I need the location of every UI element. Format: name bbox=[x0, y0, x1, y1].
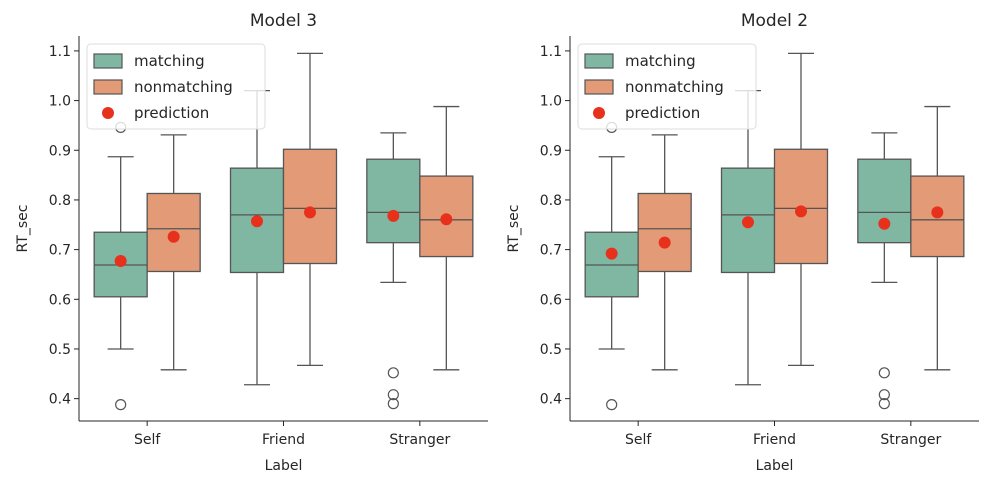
legend-frame bbox=[577, 43, 757, 130]
legend-frame bbox=[86, 43, 266, 130]
prediction-point-nonmatching-stranger bbox=[440, 213, 453, 226]
y-tick-label: 0.7 bbox=[49, 243, 71, 259]
legend-label-nonmatching: nonmatching bbox=[134, 78, 233, 96]
box-nonmatching-self bbox=[637, 134, 692, 371]
y-tick-label: 0.5 bbox=[540, 342, 562, 358]
prediction-point-matching-friend bbox=[251, 215, 263, 228]
y-tick-label: 0.8 bbox=[540, 193, 562, 209]
box-matching-stranger bbox=[366, 132, 421, 410]
prediction-point-nonmatching-stranger bbox=[931, 206, 944, 219]
prediction-point-matching-friend bbox=[742, 216, 754, 229]
box-nonmatching-stranger bbox=[419, 105, 474, 371]
prediction-point-matching-stranger bbox=[878, 217, 891, 230]
prediction-point-matching-self bbox=[605, 247, 618, 260]
y-tick-label: 0.9 bbox=[540, 143, 562, 159]
chart-panel-2: Model 2 0.4 0.5 0.6 0.7 0.8 0.9 1.0 1.1 Self Frien… bbox=[506, 11, 979, 474]
y-axis-label: RT_sec bbox=[15, 205, 31, 253]
x-tick-label: Self bbox=[625, 432, 652, 448]
y-tick-label: 0.4 bbox=[540, 392, 562, 408]
box-nonmatching-self bbox=[146, 134, 201, 371]
y-tick-label: 0.9 bbox=[49, 143, 71, 159]
legend-label-prediction: prediction bbox=[134, 104, 209, 122]
chart-title: Model 2 bbox=[741, 11, 808, 31]
y-tick-label: 1.1 bbox=[49, 44, 71, 60]
legend-marker-prediction bbox=[102, 107, 114, 119]
legend-swatch-nonmatching bbox=[93, 79, 123, 95]
prediction-point-nonmatching-self bbox=[167, 230, 180, 243]
x-axis-label: Label bbox=[265, 458, 303, 474]
y-tick-label: 0.6 bbox=[540, 292, 562, 308]
chart-panel-1: Model 3 0.4 0.5 0.6 0.7 0.8 0.9 1.0 1.1 Self Frien… bbox=[15, 11, 488, 474]
x-tick-label: Self bbox=[134, 432, 161, 448]
box-body bbox=[366, 158, 421, 244]
prediction-point-matching-self bbox=[114, 255, 127, 268]
box-body bbox=[637, 192, 692, 273]
box-matching-self bbox=[584, 121, 639, 411]
prediction-point-nonmatching-friend bbox=[304, 206, 316, 219]
legend-swatch-nonmatching bbox=[584, 79, 614, 95]
prediction-point-nonmatching-friend bbox=[795, 205, 807, 218]
y-tick-label: 1.1 bbox=[540, 44, 562, 60]
legend: matching nonmatching prediction bbox=[86, 43, 266, 130]
x-axis-label: Label bbox=[756, 458, 794, 474]
box-nonmatching-stranger bbox=[910, 105, 965, 371]
x-tick-label: Friend bbox=[262, 432, 305, 448]
box-matching-friend bbox=[229, 89, 285, 386]
chart-title: Model 3 bbox=[250, 11, 317, 31]
y-tick-label: 0.8 bbox=[49, 193, 71, 209]
legend-label-prediction: prediction bbox=[625, 104, 700, 122]
legend-label-nonmatching: nonmatching bbox=[625, 78, 724, 96]
legend-label-matching: matching bbox=[625, 52, 696, 70]
flier-point bbox=[606, 399, 618, 411]
y-tick-label: 0.6 bbox=[49, 292, 71, 308]
flier-point bbox=[387, 398, 399, 410]
x-tick-label: Stranger bbox=[389, 432, 450, 448]
x-tick-label: Stranger bbox=[880, 432, 941, 448]
legend-swatch-matching bbox=[93, 53, 123, 69]
y-tick-label: 1.0 bbox=[49, 94, 71, 110]
flier-point bbox=[387, 367, 399, 379]
flier-point bbox=[387, 389, 399, 401]
y-axis-label: RT_sec bbox=[506, 205, 522, 253]
box-matching-friend bbox=[720, 89, 776, 386]
prediction-point-nonmatching-self bbox=[658, 236, 671, 249]
box-matching-stranger bbox=[857, 132, 912, 410]
legend: matching nonmatching prediction bbox=[577, 43, 757, 130]
y-tick-label: 0.4 bbox=[49, 392, 71, 408]
y-tick-label: 0.5 bbox=[49, 342, 71, 358]
legend-marker-prediction bbox=[593, 107, 605, 119]
legend-label-matching: matching bbox=[134, 52, 205, 70]
x-tick-label: Friend bbox=[753, 432, 796, 448]
prediction-point-matching-stranger bbox=[387, 209, 400, 222]
y-tick-label: 1.0 bbox=[540, 94, 562, 110]
legend-swatch-matching bbox=[584, 53, 614, 69]
flier-point bbox=[878, 398, 890, 410]
box-body bbox=[857, 158, 912, 244]
y-tick-label: 0.7 bbox=[540, 243, 562, 259]
flier-point bbox=[878, 367, 890, 379]
flier-point bbox=[878, 389, 890, 401]
flier-point bbox=[115, 399, 127, 411]
